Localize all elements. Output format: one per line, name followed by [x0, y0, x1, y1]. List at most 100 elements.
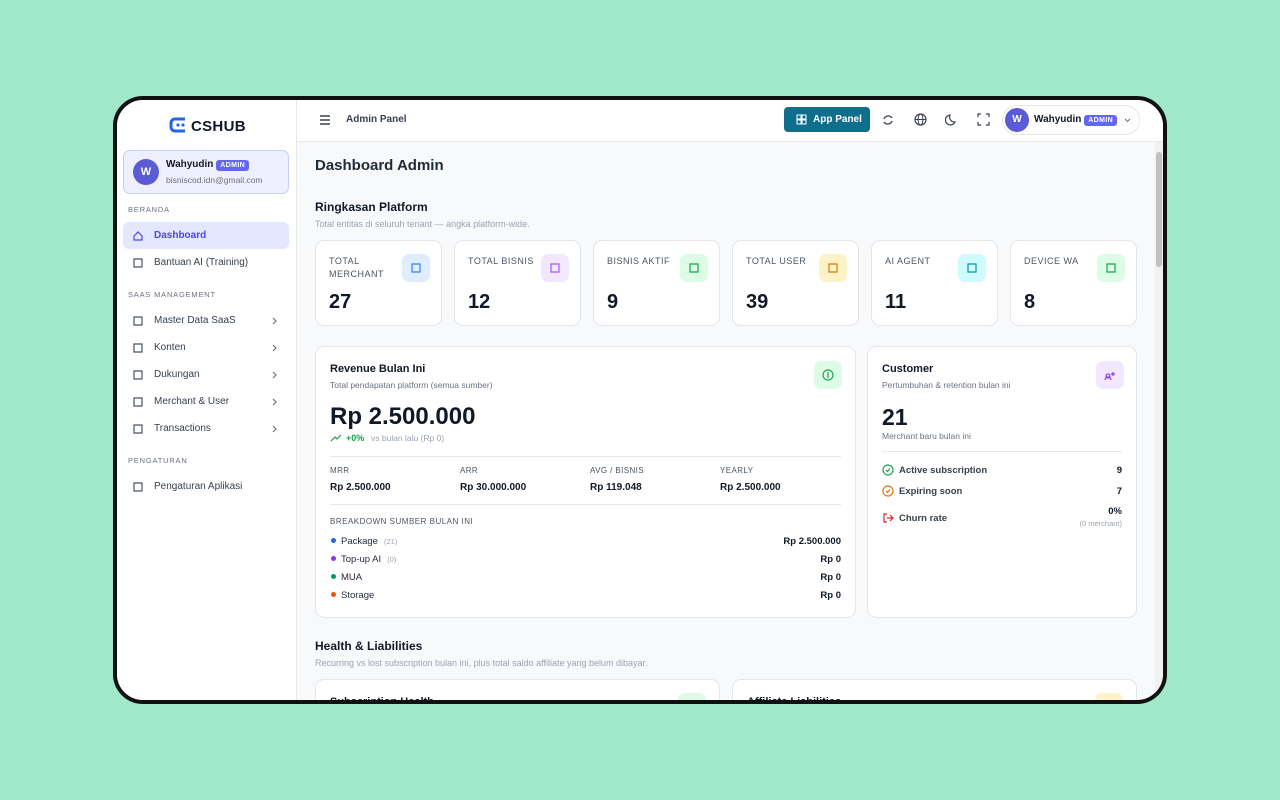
nav-item[interactable]: Dashboard	[123, 222, 289, 249]
revenue-change: +0%	[346, 433, 365, 443]
button-label: App Panel	[813, 114, 862, 125]
nav-item[interactable]: Pengaturan Aplikasi	[123, 473, 289, 500]
theme-icon[interactable]	[945, 113, 958, 126]
row-note: (0 merchant)	[1079, 519, 1122, 528]
icon	[550, 263, 560, 273]
nav-section-title: BERANDA	[128, 205, 170, 214]
metric-value: Rp 119.048	[590, 482, 642, 493]
icon	[882, 464, 894, 476]
icon	[272, 344, 277, 352]
stat-value: 11	[885, 291, 907, 313]
icon	[411, 263, 421, 273]
refresh-icon[interactable]	[882, 114, 894, 126]
breakdown-count: (0)	[387, 555, 397, 564]
card-icon	[678, 693, 706, 700]
icon	[883, 513, 894, 523]
icon	[330, 434, 342, 442]
user-name-text: Wahyudin	[1034, 114, 1082, 125]
user-name: Wahyudin ADMIN	[1034, 114, 1118, 126]
card-icon	[1095, 693, 1123, 700]
stat-label: BISNIS AKTIF	[607, 256, 671, 266]
user-box[interactable]: W Wahyudin ADMIN bisniscod.idn@gmail.com	[123, 150, 289, 194]
user-email: bisniscod.idn@gmail.com	[166, 175, 263, 185]
nav-label: Dukungan	[154, 369, 200, 380]
stat-icon	[958, 254, 986, 282]
icon	[133, 343, 143, 353]
nav-label: Bantuan AI (Training)	[154, 257, 249, 268]
divider	[882, 451, 1122, 452]
chevron	[1124, 118, 1131, 123]
icon	[272, 371, 277, 379]
divider	[330, 504, 841, 505]
user-name: Wahyudin ADMIN	[166, 159, 250, 171]
breakdown-count: (21)	[383, 537, 398, 546]
user-menu[interactable]: W Wahyudin ADMIN	[1002, 105, 1140, 135]
stat-card: TOTAL BISNIS 12	[454, 240, 581, 326]
card-subtitle: Pertumbuhan & retention bulan ini	[882, 380, 1011, 390]
nav-item[interactable]: Transactions	[123, 415, 289, 442]
metric-value: Rp 2.500.000	[330, 482, 391, 493]
icon	[272, 317, 277, 325]
main: Admin Panel App Panel W Wahyudin ADMIN D…	[297, 100, 1163, 700]
nav-item[interactable]: Master Data SaaS	[123, 307, 289, 334]
nav-item[interactable]: Konten	[123, 334, 289, 361]
sidebar: CSHUB W Wahyudin ADMIN bisniscod.idn@gma…	[117, 100, 297, 700]
metric-label: YEARLY	[720, 466, 754, 475]
section-subtitle: Total entitas di seluruh tenant — angka …	[315, 219, 530, 229]
icon	[133, 258, 143, 268]
scroll-thumb[interactable]	[1156, 152, 1162, 267]
stat-icon	[819, 254, 847, 282]
avatar: W	[133, 159, 159, 185]
nav-label: Transactions	[154, 423, 211, 434]
dot	[331, 538, 336, 543]
card-title: Affiliate Liabilities	[747, 696, 842, 704]
divider	[330, 456, 841, 457]
content: Dashboard Admin Ringkasan Platform Total…	[315, 100, 1137, 704]
page-title: Dashboard Admin	[315, 157, 444, 174]
stat-card: TOTAL USER 39	[732, 240, 859, 326]
logo-icon	[169, 117, 185, 133]
metric-value: Rp 30.000.000	[460, 482, 527, 493]
menu-icon[interactable]	[319, 114, 331, 126]
stat-icon	[402, 254, 430, 282]
health-card: Affiliate Liabilities	[732, 679, 1137, 704]
breakdown-value: Rp 2.500.000	[783, 536, 841, 547]
device-frame: CSHUB W Wahyudin ADMIN bisniscod.idn@gma…	[113, 96, 1167, 704]
card-icon	[1096, 361, 1124, 389]
stat-icon	[541, 254, 569, 282]
row-value: 7	[1116, 486, 1122, 497]
topbar-title: Admin Panel	[346, 114, 407, 125]
icon	[272, 425, 277, 433]
scrollbar[interactable]	[1155, 142, 1163, 700]
nav-item[interactable]: Merchant & User	[123, 388, 289, 415]
nav-section-title: PENGATURAN	[128, 456, 188, 465]
revenue-card: Revenue Bulan Ini Total pendapatan platfo…	[315, 346, 856, 618]
card-title: Revenue Bulan Ini	[330, 363, 426, 375]
brand: CSHUB	[191, 118, 246, 135]
stat-card: BISNIS AKTIF 9	[593, 240, 720, 326]
breakdown-title: BREAKDOWN SUMBER BULAN INI	[330, 517, 474, 526]
language-icon[interactable]	[914, 113, 927, 126]
stat-value: 27	[329, 291, 352, 313]
stat-card: TOTAL MERCHANT 27	[315, 240, 442, 326]
dot	[331, 556, 336, 561]
avatar: W	[1005, 108, 1029, 132]
section-title: Health & Liabilities	[315, 639, 423, 653]
metric-label: ARR	[460, 466, 479, 475]
breakdown-label: Top-up AI	[341, 554, 382, 565]
nav-section-title: SAAS MANAGEMENT	[128, 290, 216, 299]
stat-icon	[1097, 254, 1125, 282]
icon	[1106, 263, 1116, 273]
nav: BERANDA Dashboard Bantuan AI (Training) SAA…	[123, 203, 289, 500]
row-label: Churn rate	[899, 513, 948, 524]
nav-label: Master Data SaaS	[154, 315, 236, 326]
nav-item[interactable]: Dukungan	[123, 361, 289, 388]
fullscreen-icon[interactable]	[977, 113, 990, 126]
app-panel-button[interactable]: App Panel	[784, 107, 870, 132]
role-badge: ADMIN	[216, 160, 250, 171]
row-label: Active subscription	[899, 465, 988, 476]
breakdown-label: Package	[341, 536, 378, 547]
nav-item[interactable]: Bantuan AI (Training)	[123, 249, 289, 276]
